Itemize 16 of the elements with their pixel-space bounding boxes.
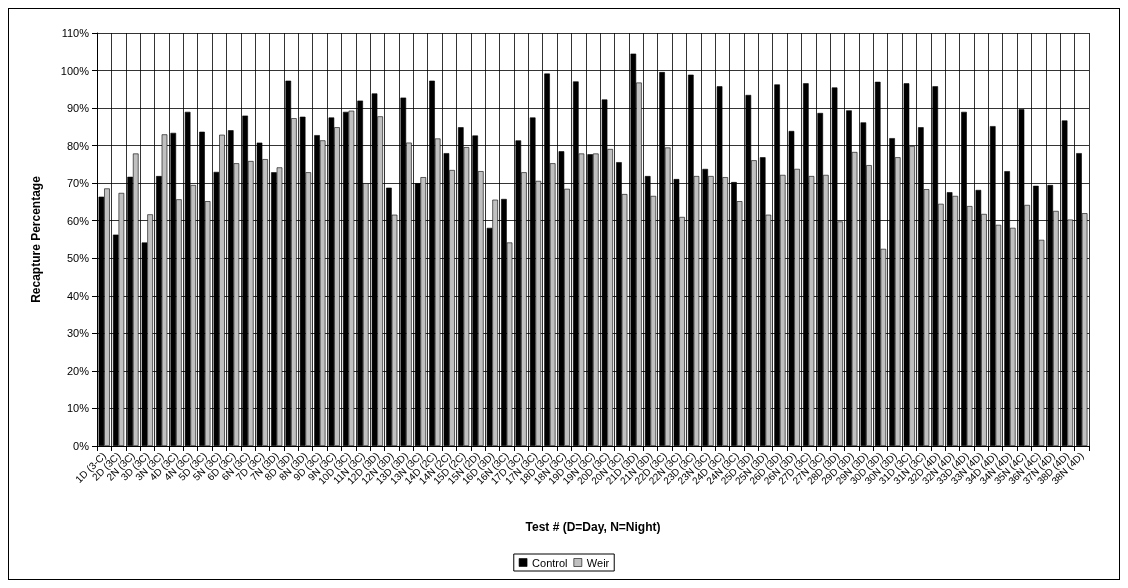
y-tick-label: 80% xyxy=(66,139,90,152)
y-axis-title: Recapture Percentage xyxy=(29,175,43,303)
y-tick-label: 30% xyxy=(66,327,90,340)
legend-label: Control xyxy=(532,556,568,569)
y-tick-label: 50% xyxy=(66,252,90,265)
y-tick-label: 110% xyxy=(61,27,90,39)
y-tick-label: 40% xyxy=(66,289,90,302)
x-axis-title: Test # (D=Day, N=Night) xyxy=(525,520,661,534)
y-tick-label: 70% xyxy=(66,177,90,190)
y-tick-label: 20% xyxy=(66,364,90,377)
y-tick-label: 60% xyxy=(66,214,90,227)
y-tick-label: 10% xyxy=(66,402,90,415)
y-tick-label: 90% xyxy=(66,102,90,115)
y-tick-label: 0% xyxy=(73,440,90,452)
legend-label: Weir xyxy=(586,556,610,569)
y-tick-label: 100% xyxy=(60,64,90,77)
